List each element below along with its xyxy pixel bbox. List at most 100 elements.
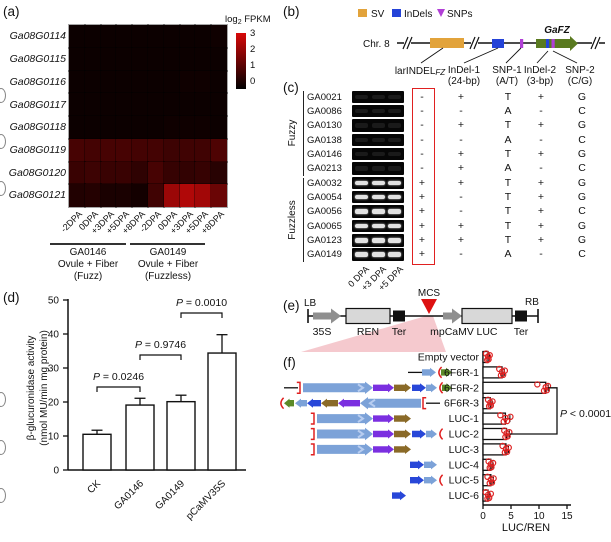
- gel-band: [355, 108, 368, 114]
- gel-band: [388, 194, 401, 200]
- gene-label: Ga08G0118: [9, 121, 66, 134]
- luc-x-ticks: 0 5 10 15: [480, 505, 573, 522]
- heatmap-cell: [210, 24, 228, 49]
- heatmap-cell: [131, 183, 149, 209]
- heatmap-cell: [99, 92, 118, 118]
- genotype-call: A: [504, 104, 512, 117]
- heatmap-group2-label: GA0149 Ovule + Fiber (Fuzzless): [126, 247, 210, 283]
- heatmap-cell: [194, 183, 213, 209]
- heatmap-cell: [210, 137, 228, 163]
- genotype-call: -: [459, 190, 463, 203]
- indel-legend-label: InDels: [404, 9, 432, 20]
- luc-data-point: [540, 387, 548, 394]
- heatmap-cell: [162, 69, 181, 95]
- primer-bracket: [422, 397, 427, 410]
- primer-bracket: [310, 427, 315, 441]
- indel2-label-line2: (3-bp): [527, 76, 554, 87]
- genotype-call: C: [578, 205, 586, 218]
- gel-band: [355, 223, 368, 229]
- gene-label: Ga08G0121: [8, 189, 66, 202]
- genotype-call: +: [537, 205, 545, 218]
- gel-band: [371, 166, 385, 171]
- gene-label: Ga08G0115: [9, 53, 66, 65]
- heatmap-cell: [210, 69, 228, 95]
- luc-data-point: [500, 418, 507, 425]
- gel-band: [388, 223, 401, 229]
- construct-arrow: [321, 398, 338, 408]
- accession-id: GA0021: [307, 91, 342, 103]
- gel-band: [388, 108, 401, 114]
- accession-id: GA0213: [307, 163, 342, 175]
- genotype-call: -: [459, 104, 463, 117]
- luc-data-point: [497, 412, 504, 419]
- luc-data-point: [486, 352, 493, 359]
- genotype-call: C: [578, 104, 586, 117]
- gus-comparison-bracket: [180, 312, 223, 318]
- heatmap-cell: [68, 24, 86, 49]
- gus-ylabel-line1: β-glucuronidase activity: [26, 336, 37, 441]
- luc-data-point: [543, 387, 551, 394]
- heatmap-group1-label: GA0146 Ovule + Fiber (Fuzz): [46, 247, 130, 283]
- luc-data-point: [489, 459, 497, 467]
- heatmap-cell: [115, 46, 134, 72]
- sv-feature-box: [430, 38, 464, 48]
- gus-x-category-label: GA0149: [153, 478, 187, 512]
- heatmap-cell: [99, 160, 118, 186]
- construct-arrow: [373, 383, 394, 393]
- luc-pvalue-bracket: [510, 387, 558, 435]
- gel-band: [388, 151, 401, 157]
- indel2-label-line1: InDel-2: [524, 65, 557, 76]
- heatmap-cell: [147, 137, 165, 163]
- heatmap-cell: [99, 137, 118, 163]
- genotype-call: G: [577, 119, 587, 132]
- heatmap-cell: [115, 183, 134, 209]
- terminator1-box: [393, 310, 405, 322]
- gel-image: [352, 219, 404, 233]
- genotype-call: A: [504, 248, 512, 261]
- accession-id: GA0056: [307, 206, 342, 218]
- heatmap-cell: [194, 69, 213, 95]
- group1-phenotype: (Fuzz): [73, 271, 103, 282]
- gel-band: [355, 238, 368, 243]
- genotype-call: T: [504, 219, 512, 232]
- heatmap-cell: [194, 115, 213, 140]
- gel-band: [371, 194, 385, 200]
- group2-tissue: Ovule + Fiber: [137, 259, 199, 270]
- genotype-call: T: [504, 90, 512, 103]
- luc-data-point: [507, 413, 514, 420]
- heatmap-cell: [99, 24, 118, 49]
- primer-paren: [439, 428, 444, 440]
- 35s-label: 35S: [313, 326, 332, 338]
- gel-band: [355, 94, 368, 99]
- reporter-construct-diagrams: [280, 366, 452, 501]
- luc-data-point: [534, 381, 541, 388]
- genotype-call: G: [577, 234, 587, 246]
- gel-band: [355, 166, 368, 171]
- heatmap-cell: [210, 183, 228, 209]
- genotype-call: -: [539, 133, 543, 146]
- construct-arrow-chevron: [368, 398, 376, 408]
- gus-bars: [82, 334, 237, 471]
- heatmap-cell: [83, 183, 102, 209]
- ren-label: REN: [357, 326, 379, 338]
- luc-ren-chart-svg: Empty vector 6F6R-1 6F6R-2 6F6R-3 LUC-1 LUC-2…: [280, 350, 611, 534]
- genotype-call: T: [504, 119, 512, 132]
- construct-arrow: [394, 414, 411, 424]
- heatmap-cell: [68, 160, 86, 186]
- accession-id: GA0146: [307, 148, 342, 160]
- heatmap-cell: [83, 69, 102, 95]
- snp-legend-swatch: [437, 9, 445, 17]
- gel-image: [352, 176, 404, 190]
- fuzzless-group-bracket: [303, 178, 305, 262]
- construct-map-svg: MCS LB RB 35S REN Ter mpCaMV LUC Ter: [301, 288, 539, 352]
- genotype-call: G: [577, 219, 587, 232]
- construct-arrow: [392, 491, 406, 501]
- genotype-call: T: [504, 234, 512, 246]
- construct-arrow: [338, 398, 360, 408]
- accession-id: GA0149: [307, 249, 342, 261]
- primer-paren: [439, 474, 444, 487]
- panel-a-label: (a): [3, 4, 20, 19]
- colorbar-tick-label: 2: [250, 44, 256, 55]
- sv-legend-swatch: [358, 9, 367, 17]
